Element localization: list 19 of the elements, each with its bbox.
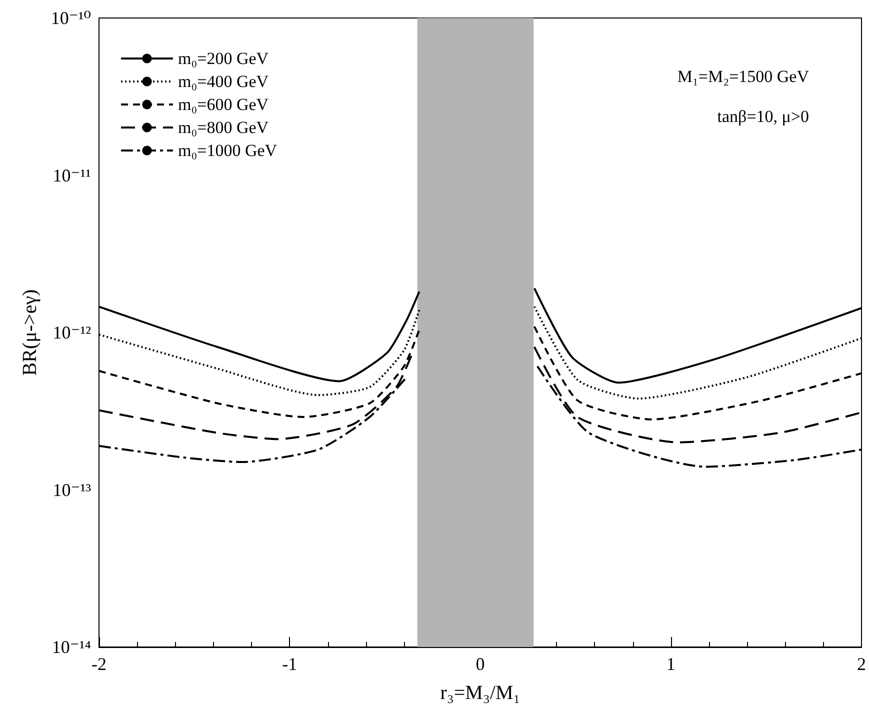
x-tick-label: 2 <box>857 654 866 674</box>
annotation: M₁=M₂=1500 GeV <box>677 67 810 86</box>
x-tick-label: 1 <box>666 654 676 674</box>
x-tick-label: 0 <box>476 654 485 674</box>
x-tick-label: -1 <box>282 654 298 674</box>
legend-label: m₀=400 GeV <box>178 72 270 91</box>
y-tick-label: 10⁻¹⁴ <box>52 637 91 657</box>
y-tick-label: 10⁻¹² <box>52 322 91 342</box>
annotation: tanβ=10, μ>0 <box>717 107 810 126</box>
x-axis-title: r₃=M₃/M₁ <box>440 682 520 704</box>
y-tick-label: 10⁻¹¹ <box>52 165 91 186</box>
legend-label: m₀=200 GeV <box>178 49 270 68</box>
y-tick-label: 10⁻¹³ <box>52 480 92 500</box>
legend-label: m₀=600 GeV <box>178 95 270 114</box>
y-tick-label: 10⁻¹⁰ <box>50 8 91 28</box>
y-axis-title: BR(μ->eγ) <box>18 289 41 376</box>
legend-label: m₀=800 GeV <box>178 118 270 137</box>
legend-label: m₀=1000 GeV <box>178 141 278 160</box>
x-tick-label: -2 <box>92 654 106 674</box>
